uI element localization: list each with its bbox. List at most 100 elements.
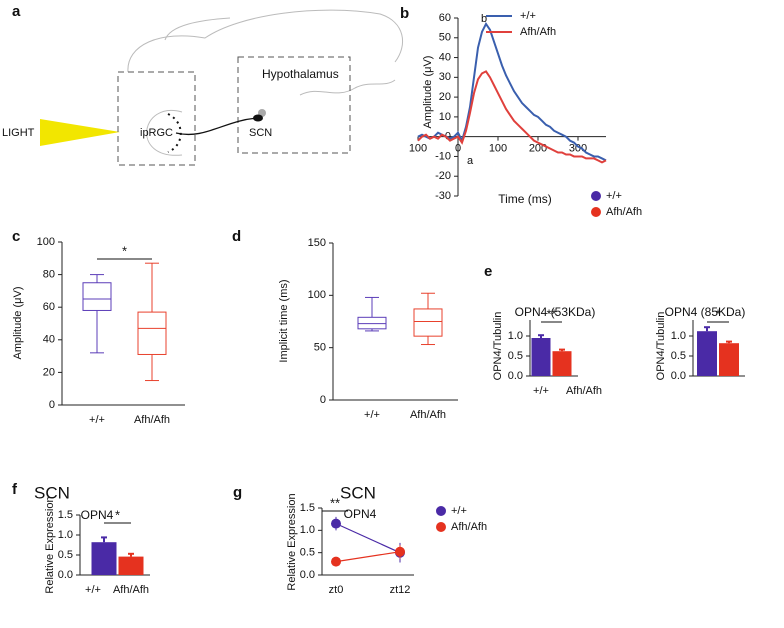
dashed-box (237, 56, 351, 154)
point (395, 546, 405, 557)
point (331, 556, 341, 567)
y-tick-label: 10 (439, 111, 451, 123)
x-tick-label: +/+ (364, 409, 380, 421)
y-tick-label: 1.0 (508, 330, 523, 342)
y-tick-label: 0.0 (58, 569, 73, 581)
legend-label: +/+ (606, 190, 622, 202)
y-tick-label: 40 (439, 51, 451, 63)
panel-letter: c (12, 228, 20, 245)
legend-label: Afh/Afh (606, 206, 642, 218)
y-axis-label: Implicit time (ms) (278, 279, 290, 362)
diagram: a LIGHT ipRGC SCN Hypothalamus (2, 3, 403, 166)
y-tick-label: 0.5 (508, 350, 523, 362)
y-tick-label: 20 (439, 91, 451, 103)
y-tick-label: 1.0 (300, 524, 315, 536)
legend-label: Afh/Afh (451, 521, 487, 533)
x-axis-label: Time (ms) (498, 192, 552, 206)
light-beam (40, 119, 120, 146)
chart-subtitle: OPN4 (344, 507, 377, 521)
bar (118, 556, 144, 575)
x-tick-label: zt0 (329, 584, 344, 596)
significance-label: * (715, 306, 720, 321)
nucleus-label: SCN (249, 127, 272, 139)
y-tick-label: 150 (308, 237, 326, 249)
chart-title: SCN (340, 483, 376, 502)
y-tick-label: -10 (435, 150, 451, 162)
y-tick-label: 0.5 (671, 350, 686, 362)
chart-title: OPN4 (53KDa) (515, 305, 596, 319)
x-tick-label: 100 (409, 143, 427, 155)
y-tick-label: 40 (43, 334, 55, 346)
brain-fold (164, 17, 231, 41)
y-tick-label: 0.5 (300, 547, 315, 559)
y-tick-label: -20 (435, 170, 451, 182)
bar (552, 351, 572, 376)
y-axis-label: Relative Expression (44, 496, 56, 593)
y-tick-label: 1.0 (58, 529, 73, 541)
panel-letter: f (12, 481, 18, 498)
y-tick-label: 0 (320, 394, 326, 406)
x-tick-label: zt12 (390, 584, 411, 596)
panel-letter: d (232, 228, 241, 245)
y-tick-label: 1.5 (300, 502, 315, 514)
chart: f SCN OPN4 Relative Expression 0.0 0.5 1.0 1.5 +… (12, 481, 150, 596)
series-line (417, 70, 607, 164)
y-tick-label: 50 (439, 32, 451, 44)
chart: e OPN4 (53KDa) OPN4/Tubulin 0.0 0.5 1.0 +/+ Afh… (484, 190, 642, 397)
y-tick-label: 80 (43, 269, 55, 281)
y-tick-label: 60 (439, 12, 451, 24)
series-line (335, 523, 401, 554)
y-tick-label: 100 (308, 289, 326, 301)
chart: d Implicit time (ms) 0 50 100 150 +/+ Afh/Afh (232, 228, 458, 421)
y-axis-label: OPN4/Tubulin (655, 312, 667, 381)
y-tick-label: -30 (435, 190, 451, 202)
brain-outline (127, 9, 403, 73)
panel-letter: a (12, 3, 21, 20)
y-tick-label: 50 (314, 342, 326, 354)
chart-subtitle: OPN4 (81, 508, 114, 522)
nucleus (253, 114, 263, 122)
x-tick-label: 0 (455, 143, 461, 155)
x-tick-label: +/+ (89, 414, 105, 426)
box (137, 311, 167, 355)
box (82, 282, 112, 311)
panel-letter: b (400, 5, 409, 22)
annotation: b (481, 13, 487, 25)
panel-letter: g (233, 484, 242, 501)
y-tick-label: 20 (43, 366, 55, 378)
chart: c Amplitude (μV) 0 20 40 60 80 100 +/+ Afh/Afh * (12, 228, 185, 426)
y-tick-label: 1.0 (671, 330, 686, 342)
legend-swatch (591, 191, 601, 201)
y-tick-label: 0 (49, 399, 55, 411)
legend-swatch (436, 522, 446, 532)
y-tick-label: 0.5 (58, 549, 73, 561)
y-tick-label: 100 (37, 236, 55, 248)
series-line (335, 551, 401, 563)
point (331, 518, 341, 529)
nerve (175, 117, 259, 135)
chart: g SCN OPN4 Relative Expression 0.0 0.5 1.0 1.5 z… (233, 483, 487, 595)
legend-swatch (591, 207, 601, 217)
y-tick-label: 0.0 (508, 370, 523, 382)
legend-swatch (436, 506, 446, 516)
x-tick-label: Afh/Afh (134, 414, 170, 426)
x-tick-label: +/+ (85, 584, 101, 596)
x-tick-label: Afh/Afh (410, 409, 446, 421)
chart-title: SCN (34, 483, 70, 502)
significance-label: ** (546, 306, 556, 321)
x-tick-label: +/+ (533, 385, 549, 397)
eye-outline (146, 109, 183, 156)
legend-label: +/+ (520, 10, 536, 22)
bar (719, 343, 739, 376)
dashed-box (117, 71, 196, 166)
y-tick-label: 0.0 (300, 569, 315, 581)
y-tick-label: 0.0 (671, 370, 686, 382)
y-tick-label: 30 (439, 71, 451, 83)
brain-fold (299, 79, 396, 96)
box (413, 308, 443, 337)
annotation: a (467, 155, 474, 167)
bar (91, 542, 117, 575)
bar (697, 331, 717, 376)
